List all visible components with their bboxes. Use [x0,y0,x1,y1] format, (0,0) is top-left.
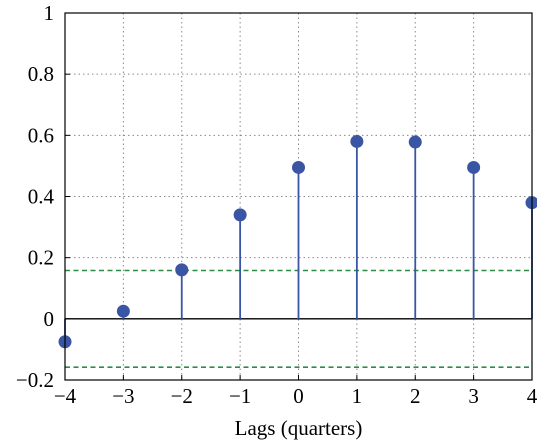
stem-marker [525,196,537,210]
y-tick-label: 1 [44,1,55,25]
y-tick-label: 0.4 [28,185,55,209]
stem-marker [350,134,364,148]
stem-marker [292,160,305,174]
y-tick-labels: −0.2 0 0.2 0.4 0.6 0.8 1 [16,1,70,392]
y-tick-label: 0.2 [28,246,54,270]
x-tick-labels: −4 −3 −2 −1 0 1 2 3 4 [54,375,537,408]
x-tick-label: 1 [352,384,363,408]
y-tick-label: −0.2 [16,368,54,392]
y-tick-label: 0.6 [28,123,54,147]
stem-marker [233,208,247,222]
x-tick-label: −1 [229,384,251,408]
x-tick-label: 0 [293,384,304,408]
stem-marker [116,304,130,318]
x-axis-label: Lags (quarters) [235,416,363,440]
y-tick-label: 0 [44,307,55,331]
x-tick-label: −2 [171,384,193,408]
y-tick-label: 0.8 [28,62,54,86]
x-tick-label: 2 [410,384,421,408]
stem-marker [175,263,189,277]
x-tick-label: −4 [54,384,77,408]
stem-marker [408,135,422,149]
x-tick-label: 3 [468,384,479,408]
stems [58,134,537,349]
stem-marker [467,160,481,174]
x-tick-label: 4 [527,384,537,408]
x-tick-label: −3 [112,384,134,408]
